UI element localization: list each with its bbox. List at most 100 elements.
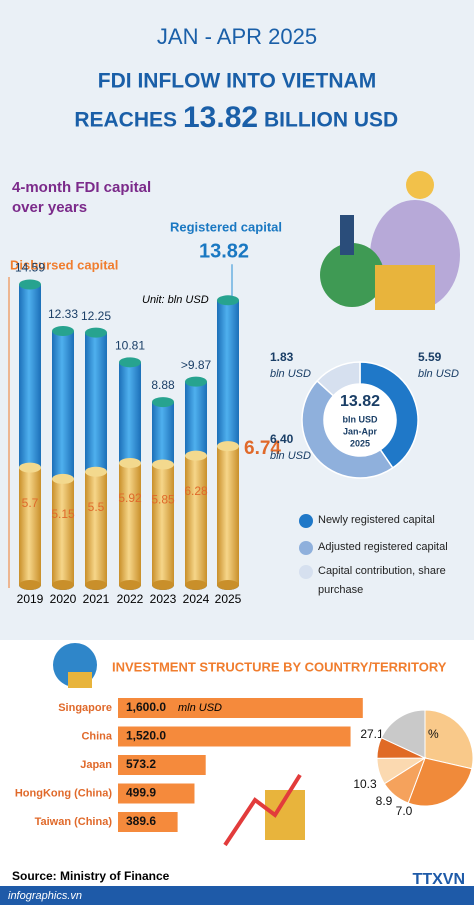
cylinder-top — [185, 450, 207, 461]
value-label: 6.40 — [270, 432, 294, 446]
value-label: 573.2 — [126, 757, 156, 771]
section-title: INVESTMENT STRUCTURE BY COUNTRY/TERRITOR… — [112, 659, 447, 674]
legend-label: Newly registered capital — [318, 514, 435, 526]
cylinder-top — [19, 462, 41, 473]
value-label: 1.83 — [270, 350, 294, 364]
disbursed-cylinder — [85, 471, 107, 585]
category-label: Taiwan (China) — [35, 816, 113, 828]
pie-slice — [407, 757, 473, 807]
cylinder-top — [217, 295, 239, 306]
center-value: 13.82 — [340, 393, 380, 410]
legend-label: Adjusted registered capital — [318, 541, 448, 553]
x-tick-label: 2022 — [117, 592, 144, 606]
cylinder-base — [152, 580, 174, 590]
title: BILLION USD — [264, 109, 398, 132]
cylinder-base — [52, 580, 74, 590]
value-label: 5.15 — [51, 507, 75, 521]
legend-swatch — [299, 541, 313, 555]
donut-hole — [324, 384, 396, 456]
unit-label: mln USD — [178, 702, 222, 714]
bar — [118, 726, 351, 747]
title-number: 13.82 — [183, 101, 258, 134]
value-label: 5.59 — [418, 350, 442, 364]
legend-disbursed: Disbursed capital — [10, 257, 118, 272]
disbursed-cylinder — [119, 463, 141, 585]
value-label: 5.92 — [118, 491, 142, 505]
center-text: bln USD — [343, 414, 378, 424]
agency: TTXVN — [413, 871, 465, 888]
pie-slice — [424, 709, 474, 770]
value-label: 8.9 — [376, 794, 393, 808]
disbursed-cylinder — [52, 478, 74, 585]
x-tick-label: 2020 — [50, 592, 77, 606]
cylinder-top — [85, 466, 107, 477]
x-tick-label: 2023 — [150, 592, 177, 606]
cylinder-top — [152, 459, 174, 470]
center-text: Jan-Apr — [343, 426, 378, 436]
cylinder-base — [185, 580, 207, 590]
value-label: 27.1 — [360, 727, 384, 741]
cylinder-top — [85, 327, 107, 338]
category-label: China — [81, 730, 112, 742]
pie-slice — [380, 709, 426, 759]
unit-label: bln USD — [270, 368, 311, 380]
legend-swatch — [299, 565, 313, 579]
cylinder-base — [19, 580, 41, 590]
disbursed-cylinder — [19, 467, 41, 585]
value-label: 499.9 — [126, 786, 156, 800]
bar — [118, 783, 195, 804]
value-label: 5.7 — [22, 496, 39, 510]
cylinder-top — [119, 458, 141, 469]
value-label: 6.74 — [244, 438, 281, 459]
title: FDI INFLOW INTO VIETNAM — [98, 70, 376, 93]
value-label: 10.81 — [115, 338, 145, 352]
value-label: 13.82 — [199, 241, 249, 263]
unit-label: bln USD — [270, 450, 311, 462]
cylinder-top — [152, 397, 174, 408]
period: JAN - APR 2025 — [157, 24, 317, 49]
value-label: >9.87 — [181, 358, 212, 372]
bar — [118, 755, 206, 775]
center-text: 2025 — [350, 438, 370, 448]
title: REACHES — [74, 109, 177, 132]
footer-bar — [0, 886, 474, 905]
cylinder-top — [185, 376, 207, 387]
value-label: 12.33 — [48, 307, 78, 321]
cylinder-top — [217, 441, 239, 452]
bar — [118, 812, 178, 832]
cylinder-top — [52, 326, 74, 337]
cylinder-base — [217, 580, 239, 590]
category-label: Singapore — [58, 702, 112, 714]
legend-registered: Registered capital — [170, 219, 282, 234]
cylinder-top — [19, 279, 41, 290]
value-label: 8.88 — [151, 378, 175, 392]
legend-label: Capital contribution, share purchase — [318, 565, 446, 596]
disbursed-cylinder — [152, 464, 174, 585]
value-label: 389.6 — [126, 814, 156, 828]
x-tick-label: 2019 — [17, 592, 44, 606]
value-label: 5.85 — [151, 493, 175, 507]
disbursed-cylinder — [217, 446, 239, 585]
unit-note: Unit: bln USD — [142, 294, 209, 306]
chart-title: 4-month FDI capital — [12, 179, 151, 196]
unit-label: bln USD — [418, 368, 459, 380]
category-label: HongKong (China) — [15, 787, 112, 799]
value-label: 1,520.0 — [126, 729, 166, 743]
value-label: 1,600.0 — [126, 700, 166, 714]
cylinder-top — [52, 473, 74, 484]
value-label: 7.0 — [396, 804, 413, 818]
value-label: 14.59 — [15, 261, 45, 275]
cylinder-base — [119, 580, 141, 590]
illustration — [53, 171, 460, 847]
source: Source: Ministry of Finance — [12, 869, 170, 883]
cylinder-top — [119, 357, 141, 368]
x-tick-label: 2021 — [83, 592, 110, 606]
x-tick-label: 2024 — [183, 592, 210, 606]
x-tick-label: 2025 — [215, 592, 242, 606]
value-label: 6.28 — [184, 484, 208, 498]
value-label: 10.3 — [353, 777, 377, 791]
bar — [118, 698, 363, 718]
chart-title: over years — [12, 199, 87, 216]
